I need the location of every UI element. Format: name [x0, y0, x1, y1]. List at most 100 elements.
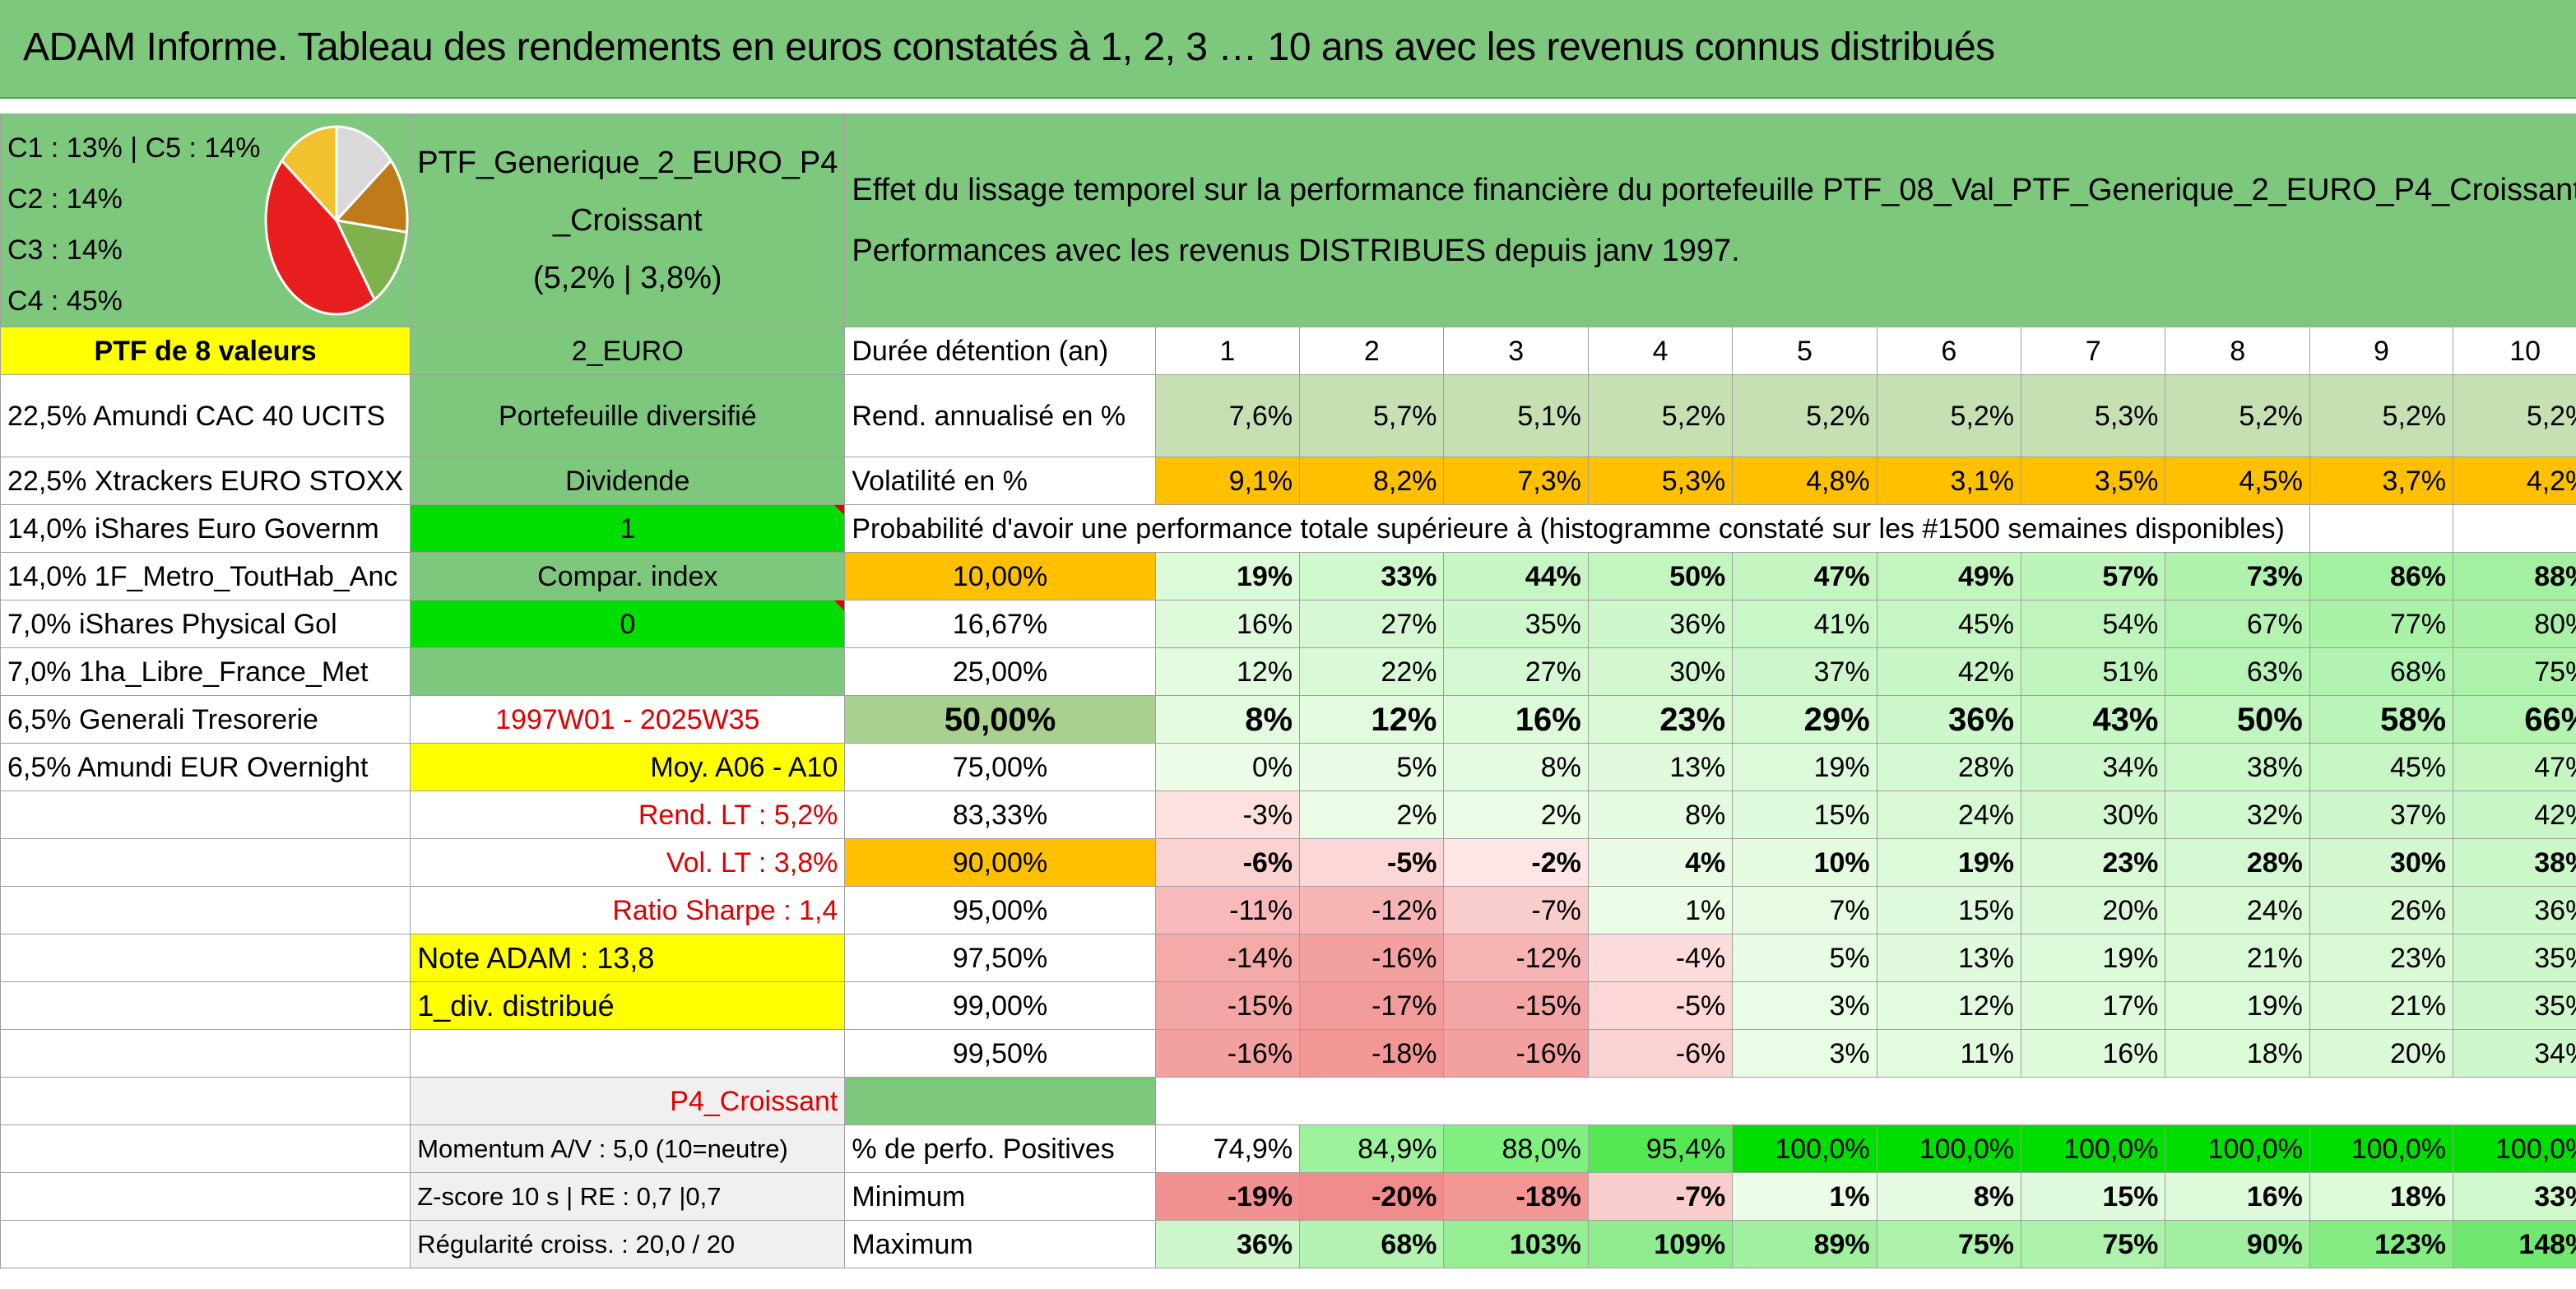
pie-slice-c5	[335, 125, 393, 224]
threshold-pct: 50,00%	[844, 695, 1156, 744]
probability-value: 23%	[2309, 934, 2454, 982]
report-title: ADAM Informe. Tableau des rendements en …	[23, 26, 1995, 69]
empty-cell	[0, 981, 411, 1030]
probability-value: -5%	[1299, 838, 1445, 887]
maximum-value: 75%	[2021, 1220, 2166, 1268]
probability-value: 18%	[2165, 1029, 2310, 1078]
probability-value: 42%	[2453, 791, 2576, 839]
empty-cell	[410, 1029, 846, 1078]
rend-value: 5,1%	[1443, 374, 1589, 457]
adam-note: Note ADAM : 13,8	[410, 934, 846, 982]
rend-value: 5,2%	[2165, 374, 2310, 457]
holding-item: 7,0% 1ha_Libre_France_Met	[0, 647, 411, 696]
probability-value: 19%	[2165, 981, 2310, 1030]
volatility-value: 3,5%	[2021, 457, 2166, 505]
threshold-pct: 95,00%	[844, 886, 1156, 934]
portfolio-stats: (5,2% | 3,8%)	[533, 261, 722, 295]
probability-value: 23%	[1587, 695, 1734, 744]
probability-value: 23%	[2021, 838, 2166, 887]
maximum-value: 109%	[1587, 1220, 1734, 1268]
empty-cell	[2453, 504, 2576, 553]
probability-value: 29%	[1732, 695, 1877, 744]
empty-cell	[0, 1124, 411, 1173]
probability-value: 51%	[2021, 647, 2166, 696]
rend-value: 5,7%	[1299, 374, 1445, 457]
sharpe-ratio: Ratio Sharpe : 1,4	[410, 886, 846, 934]
empty-cell	[0, 791, 411, 839]
probability-value: 35%	[2453, 981, 2576, 1030]
empty-cell	[844, 1077, 1156, 1125]
positive-value: 100,0%	[1732, 1124, 1877, 1173]
empty-cell	[0, 1077, 411, 1125]
minimum-value: 18%	[2309, 1172, 2454, 1221]
probability-value: 38%	[2453, 838, 2576, 887]
dividend-label: Dividende	[410, 457, 846, 505]
maximum-value: 90%	[2165, 1220, 2310, 1268]
empty-cell	[2309, 504, 2454, 553]
positive-value: 84,9%	[1299, 1124, 1445, 1173]
duration-label: Durée détention (an)	[844, 327, 1156, 375]
period: 1997W01 - 2025W35	[410, 695, 846, 744]
empty-cell	[1154, 1077, 2576, 1125]
probability-value: 16%	[1443, 695, 1589, 744]
pie-slice-c2	[334, 219, 408, 302]
maximum-label: Maximum	[844, 1220, 1156, 1268]
class-line: C2 : 14%	[7, 183, 123, 215]
maximum-value: 75%	[1876, 1220, 2022, 1268]
probability-value: -15%	[1154, 981, 1301, 1030]
probability-value: 19%	[1154, 552, 1301, 600]
probability-value: 73%	[2165, 552, 2310, 600]
rend-value: 5,2%	[1732, 374, 1877, 457]
probability-value: 21%	[2309, 981, 2454, 1030]
probability-value: 4%	[1587, 838, 1734, 887]
probability-value: 66%	[2453, 695, 2576, 744]
holding-item: 14,0% iShares Euro Governm	[0, 504, 411, 553]
probability-value: 5%	[1732, 934, 1877, 982]
probability-value: 35%	[1443, 600, 1589, 648]
volatility-value: 5,3%	[1587, 457, 1734, 505]
maximum-value: 123%	[2309, 1220, 2454, 1268]
description-line: Performances avec les revenus DISTRIBUES…	[852, 234, 1740, 268]
probability-value: 54%	[2021, 600, 2166, 648]
minimum-label: Minimum	[844, 1172, 1156, 1221]
probability-value: -15%	[1443, 981, 1589, 1030]
year-header: 1	[1154, 327, 1301, 375]
probability-value: 36%	[1587, 600, 1734, 648]
probability-value: 27%	[1443, 647, 1589, 696]
maximum-value: 68%	[1299, 1220, 1445, 1268]
portfolio-name-cell: PTF_Generique_2_EURO_P4 _Croissant (5,2%…	[410, 114, 846, 327]
positive-value: 100,0%	[1876, 1124, 2022, 1173]
maximum-value: 36%	[1154, 1220, 1301, 1268]
volatility-value: 8,2%	[1299, 457, 1445, 505]
rend-value: 5,2%	[2453, 374, 2576, 457]
vol-lt: Vol. LT : 3,8%	[410, 838, 846, 887]
probability-value: 45%	[2309, 743, 2454, 791]
probability-value: 58%	[2309, 695, 2454, 744]
probability-value: 8%	[1587, 791, 1734, 839]
threshold-pct: 99,50%	[844, 1029, 1156, 1078]
probability-label: Probabilité d'avoir une performance tota…	[844, 504, 2310, 553]
positive-value: 100,0%	[2165, 1124, 2310, 1173]
probability-value: 8%	[1154, 695, 1301, 744]
probability-value: 41%	[1732, 600, 1877, 648]
dividend-value: 1	[410, 504, 846, 553]
minimum-value: 16%	[2165, 1172, 2310, 1221]
portfolio-name-suffix: _Croissant	[552, 203, 703, 238]
probability-value: 80%	[2453, 600, 2576, 648]
probability-value: 37%	[2309, 791, 2454, 839]
portfolio-name: PTF_Generique_2_EURO_P4	[417, 146, 838, 180]
probability-value: 1%	[1587, 886, 1734, 934]
probability-value: 2%	[1299, 791, 1445, 839]
probability-value: -6%	[1154, 838, 1301, 887]
probability-value: 75%	[2453, 647, 2576, 696]
probability-value: 47%	[2453, 743, 2576, 791]
probability-value: 16%	[1154, 600, 1301, 648]
probability-value: 20%	[2021, 886, 2166, 934]
rend-value: 5,3%	[2021, 374, 2166, 457]
holdings-count: PTF de 8 valeurs	[0, 327, 411, 375]
positive-value: 88,0%	[1443, 1124, 1589, 1173]
probability-value: 34%	[2453, 1029, 2576, 1078]
empty-cell	[0, 1172, 411, 1221]
zscore: Z-score 10 s | RE : 0,7 |0,7	[410, 1172, 846, 1221]
probability-value: 42%	[1876, 647, 2022, 696]
